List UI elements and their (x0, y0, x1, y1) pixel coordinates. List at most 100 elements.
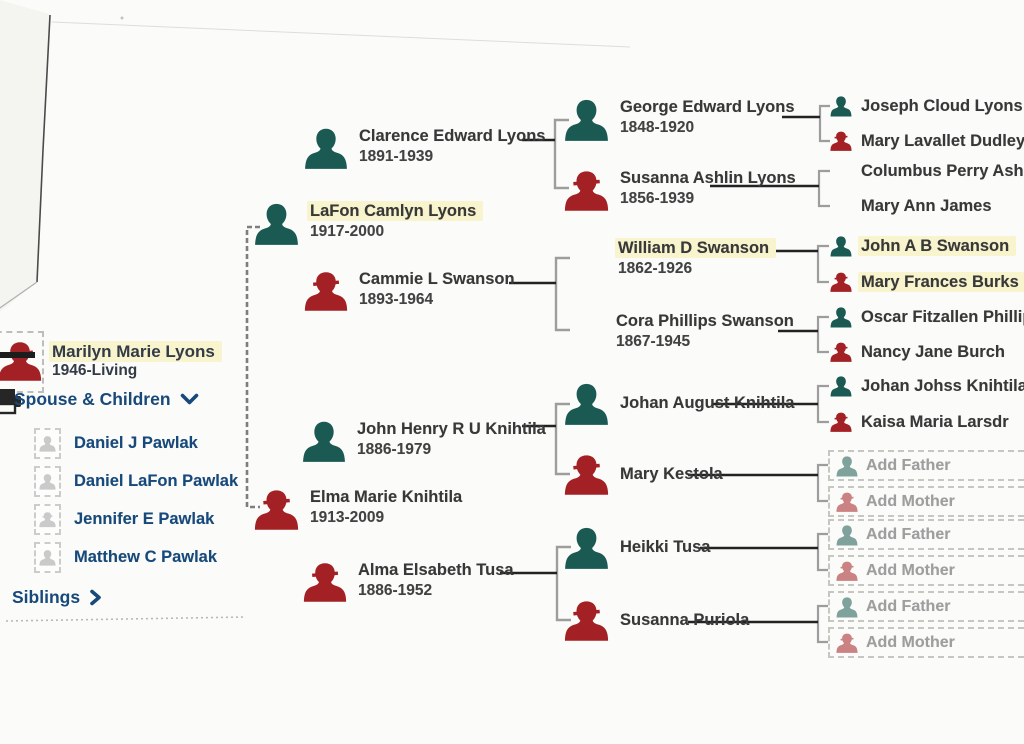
add-mother-label: Add Mother (866, 492, 955, 510)
person-node-johan-august-knihtila[interactable]: Johan August Knihtila (564, 381, 794, 426)
siblings-label: Siblings (12, 587, 81, 607)
add-mother-label: Add Mother (866, 561, 955, 579)
child-row-daniel-lafon-pawlak[interactable]: Daniel LaFon Pawlak (34, 466, 238, 497)
person-node-heikki-tusa[interactable]: Heikki Tusa (564, 525, 710, 570)
person-years: 1886-1952 (358, 582, 433, 599)
child-person-icon (34, 428, 61, 459)
focus-person-card-fragment (0, 331, 44, 393)
person-name: John A B Swanson (858, 235, 1017, 256)
add-father-slot-2[interactable]: Add Father (828, 519, 1024, 550)
person-name: Columbus Perry Ashlin (861, 161, 1024, 180)
person-name: Cora Phillips Swanson (616, 312, 794, 330)
person-node-george-edward-lyons[interactable]: George Edward Lyons 1848-1920 (564, 97, 795, 142)
male-person-icon-faded (836, 454, 858, 478)
person-years: 1848-1920 (620, 119, 695, 136)
male-person-icon (830, 374, 852, 398)
person-name: Heikki Tusa (620, 538, 711, 556)
add-father-slot-3[interactable]: Add Father (828, 591, 1024, 622)
person-name: Johan Johss Knihtila (861, 376, 1024, 395)
person-name: Cammie L Swanson (359, 270, 515, 288)
add-father-slot-1[interactable]: Add Father (828, 450, 1024, 481)
male-person-icon (302, 419, 346, 463)
person-years: 1891-1939 (359, 148, 434, 165)
person-node-joseph-cloud-lyons[interactable]: Joseph Cloud Lyons (830, 93, 1023, 119)
male-person-icon (830, 305, 852, 329)
add-father-label: Add Father (866, 525, 951, 543)
female-person-icon-faded (836, 631, 858, 655)
siblings-link[interactable]: Siblings (12, 587, 102, 608)
person-node-nancy-jane-burch[interactable]: Nancy Jane Burch (830, 339, 1005, 365)
child-name: Matthew C Pawlak (74, 548, 218, 566)
person-name: Elma Marie Knihtila (310, 488, 463, 506)
add-mother-slot-3[interactable]: Add Mother (828, 627, 1024, 658)
scan-page-shading (0, 0, 49, 312)
male-person-icon-faded (836, 595, 858, 619)
person-years: 1893-1964 (359, 291, 434, 308)
spouse-children-toggle[interactable]: Spouse & Children (14, 389, 199, 410)
male-person-icon (830, 94, 852, 118)
male-person-icon (564, 97, 609, 142)
female-person-icon-faded (836, 559, 858, 583)
person-node-johan-johss-knihtila[interactable]: Johan Johss Knihtila (830, 373, 1024, 399)
person-name: John Henry R U Knihtila (357, 420, 546, 438)
chevron-down-icon (180, 393, 198, 405)
person-years: 1886-1979 (357, 441, 432, 458)
person-node-lafon-camlyn-lyons[interactable]: LaFon Camlyn Lyons 1917-2000 (254, 201, 484, 246)
scan-dark-bar (0, 352, 35, 358)
add-mother-label: Add Mother (866, 633, 955, 651)
person-node-cora-phillips-swanson[interactable]: Cora Phillips Swanson 1867-1945 (616, 311, 794, 352)
person-node-mary-ann-james[interactable]: Mary Ann James (830, 193, 992, 219)
person-node-mary-frances-burks[interactable]: Mary Frances Burks (830, 269, 1024, 295)
person-years: 1856-1939 (620, 190, 695, 207)
person-name: William D Swanson (615, 238, 777, 258)
person-node-susanna-ashlin-lyons[interactable]: Susanna Ashlin Lyons 1856-1939 (564, 168, 796, 213)
person-node-cammie-l-swanson[interactable]: Cammie L Swanson 1893-1964 (304, 269, 515, 313)
person-node-oscar-fitzallen-phillips[interactable]: Oscar Fitzallen Phillips (830, 304, 1024, 330)
child-person-icon (34, 466, 61, 497)
person-node-columbus-perry-ashlin[interactable]: Columbus Perry Ashlin (830, 158, 1024, 184)
person-years: 1862-1926 (618, 260, 693, 277)
child-row-daniel-j-pawlak[interactable]: Daniel J Pawlak (34, 428, 198, 459)
focus-person[interactable]: Marilyn Marie Lyons 1946-Living (49, 341, 222, 380)
female-person-icon (564, 168, 609, 213)
female-person-icon (830, 340, 852, 364)
child-row-jennifer-e-pawlak[interactable]: Jennifer E Pawlak (34, 504, 214, 535)
male-person-icon (830, 234, 852, 258)
child-row-matthew-c-pawlak[interactable]: Matthew C Pawlak (34, 542, 217, 573)
person-node-kaisa-maria-larsdr[interactable]: Kaisa Maria Larsdr (830, 409, 1009, 435)
female-person-icon (0, 339, 42, 383)
person-name: Oscar Fitzallen Phillips (861, 307, 1024, 326)
person-name: Mary Lavallet Dudley (861, 131, 1024, 150)
child-name: Jennifer E Pawlak (74, 510, 215, 528)
person-name: Mary Kestola (620, 465, 723, 483)
person-node-william-d-swanson[interactable]: William D Swanson 1862-1926 (615, 238, 777, 279)
female-person-icon (830, 129, 852, 153)
person-name: Joseph Cloud Lyons (861, 96, 1023, 115)
person-node-mary-kestola[interactable]: Mary Kestola (564, 452, 723, 497)
person-name: Susanna Ashlin Lyons (620, 169, 796, 187)
person-node-mary-lavallet-dudley[interactable]: Mary Lavallet Dudley (830, 128, 1024, 154)
person-years: 1917-2000 (310, 223, 385, 240)
person-node-clarence-edward-lyons[interactable]: Clarence Edward Lyons 1891-1939 (304, 126, 545, 170)
female-person-icon (254, 487, 299, 532)
male-person-icon (254, 201, 299, 246)
female-person-icon-faded (836, 490, 858, 514)
add-mother-slot-2[interactable]: Add Mother (828, 555, 1024, 586)
person-node-john-henry-r-u-knihtila[interactable]: John Henry R U Knihtila 1886-1979 (302, 419, 546, 463)
child-name: Daniel LaFon Pawlak (74, 472, 239, 490)
child-person-icon (34, 504, 61, 535)
person-name: George Edward Lyons (620, 98, 795, 116)
add-father-label: Add Father (866, 456, 951, 474)
male-person-icon-faded (836, 523, 858, 547)
female-person-icon (830, 270, 852, 294)
person-node-elma-marie-knihtila[interactable]: Elma Marie Knihtila 1913-2009 (254, 487, 462, 532)
person-name: Mary Ann James (861, 196, 992, 215)
female-person-icon (564, 598, 609, 643)
focus-person-name: Marilyn Marie Lyons (49, 341, 222, 362)
person-node-john-a-b-swanson[interactable]: John A B Swanson (830, 233, 1017, 259)
person-node-susanna-puriola[interactable]: Susanna Puriola (564, 598, 749, 643)
spouse-children-label: Spouse & Children (14, 389, 171, 409)
person-node-alma-elsabeth-tusa[interactable]: Alma Elsabeth Tusa 1886-1952 (303, 560, 514, 604)
add-mother-slot-1[interactable]: Add Mother (828, 486, 1024, 517)
